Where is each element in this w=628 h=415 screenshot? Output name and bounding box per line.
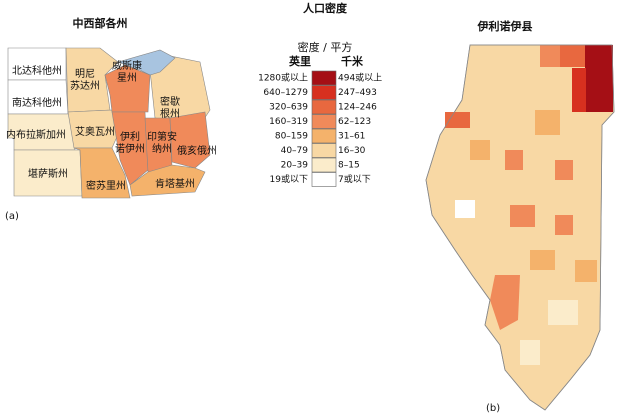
state (104, 64, 151, 113)
figure-title: 人口密度 (303, 1, 348, 15)
county (555, 160, 573, 180)
legend-label: 20–39 (281, 161, 309, 171)
legend-label: 320–639 (269, 103, 308, 113)
legend-label: 494或以上 (338, 72, 382, 84)
state-label: 堪萨斯州 (28, 167, 68, 180)
state-label: 肯塔基州 (155, 177, 195, 190)
state (129, 164, 206, 197)
state-label: 北达科他州 (12, 64, 62, 77)
state-label: 密苏里州 (86, 179, 126, 192)
legend-unit: 千米 (341, 54, 364, 68)
legend-swatch (311, 99, 337, 115)
state (73, 147, 131, 199)
state-label: 明尼苏达州 (70, 68, 100, 92)
legend-swatch (311, 143, 337, 158)
legend-label: 19或以下 (270, 173, 308, 185)
illinois-map (425, 44, 615, 411)
county (510, 205, 535, 227)
county (455, 200, 475, 218)
legend-label: 7或以下 (338, 173, 371, 185)
county (535, 110, 560, 135)
legend-swatch (311, 85, 337, 100)
county (572, 68, 586, 112)
legend-swatch (311, 172, 337, 187)
county (548, 300, 578, 325)
legend-label: 40–79 (281, 146, 309, 156)
panel-tag: (b) (486, 403, 500, 414)
legend-unit: 英里 (288, 54, 311, 68)
state-border (425, 44, 615, 411)
legend-label: 160–319 (269, 117, 308, 127)
county (540, 45, 560, 67)
legend-label: 62–123 (338, 117, 371, 127)
panel-tag: (a) (5, 211, 19, 222)
legend-label: 247–493 (338, 88, 377, 98)
legend-header: 密度 / 平方 (298, 40, 353, 54)
legend-swatch (311, 157, 337, 173)
county (555, 215, 573, 235)
legend-label: 80–159 (275, 132, 308, 142)
county (530, 250, 555, 270)
legend-swatch (311, 128, 337, 144)
county (505, 150, 523, 170)
state (67, 109, 121, 149)
state-label: 艾奥瓦州 (75, 125, 115, 138)
state-label: 南达科他州 (12, 96, 62, 109)
state (169, 111, 211, 169)
legend-label: 31–61 (338, 132, 365, 142)
legend-swatch (311, 70, 337, 86)
county (470, 140, 490, 160)
county (585, 45, 613, 112)
county (445, 112, 470, 128)
map-title: 中西部各州 (73, 16, 128, 30)
state-label: 印第安纳州 (147, 130, 177, 155)
state-label: 俄亥俄州 (177, 144, 217, 157)
county (560, 45, 585, 67)
legend-label: 16–30 (338, 146, 366, 156)
legend-swatch (311, 114, 337, 129)
legend-label: 124–246 (338, 103, 377, 113)
state-label: 伊利诺伊州 (115, 131, 145, 155)
state-label: 威斯康星州 (112, 59, 142, 84)
midwest-map (7, 47, 211, 199)
legend-label: 640–1279 (263, 88, 308, 98)
state-label: 内布拉斯加州 (6, 128, 66, 141)
state-label: 密歇根州 (160, 95, 180, 120)
map-title: 伊利诺伊县 (477, 19, 533, 33)
legend-label: 8–15 (338, 161, 360, 171)
county (490, 275, 520, 330)
legend: 密度 / 平方 英里 千米 1280或以上 494或以上 640–1279 247–4… (258, 40, 382, 187)
county (520, 340, 540, 365)
lake (117, 49, 176, 76)
state-labels: 北达科他州 南达科他州 内布拉斯加州 堪萨斯州 明尼苏达州 艾奥瓦州 密苏里州 … (6, 59, 217, 192)
legend-label: 1280或以上 (258, 72, 308, 84)
county (575, 260, 597, 282)
